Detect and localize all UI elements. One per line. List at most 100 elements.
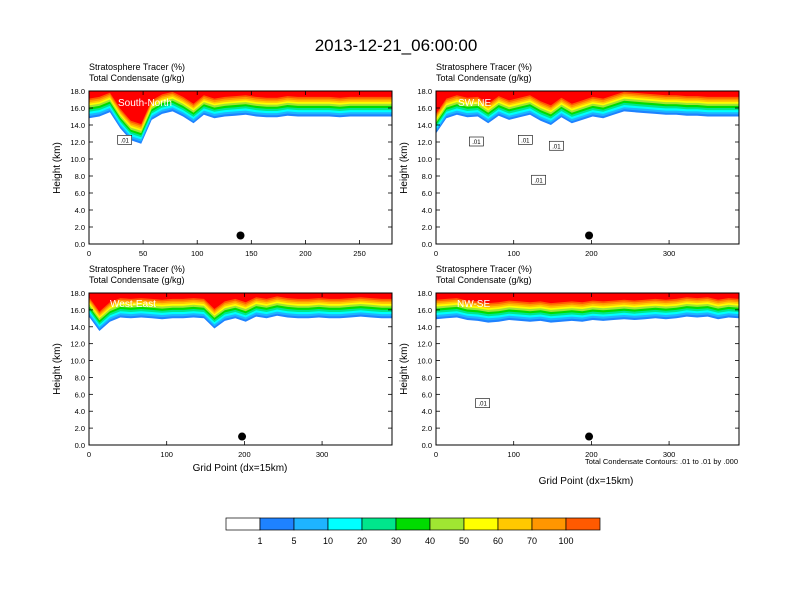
colorbar-box (361, 517, 397, 531)
y-tick-label: 0.0 (75, 240, 85, 249)
colorbar-label: 70 (527, 536, 537, 546)
contour-label-box (117, 135, 133, 145)
tracer-band-11 (436, 91, 739, 114)
contour-note: Total Condensate Contours: .01 to .01 by… (585, 457, 738, 466)
colorbar-label: 40 (425, 536, 435, 546)
y-tick-label: 8.0 (75, 373, 85, 382)
panel-label: NW-SE (457, 299, 490, 310)
y-tick-label: 16.0 (417, 104, 432, 113)
contour-label: .01 (478, 402, 487, 408)
colorbar-box (463, 517, 499, 531)
panel-title-line-2: Total Condensate (g/kg) (436, 275, 532, 285)
x-tick-label: 150 (245, 249, 258, 258)
y-tick-label: 0.0 (75, 441, 85, 450)
y-axis-label: Height (km) (52, 142, 63, 194)
y-tick-label: 18.0 (70, 289, 85, 298)
y-tick-label: 12.0 (417, 138, 432, 147)
colorbar-label: 1 (257, 536, 262, 546)
y-tick-label: 18.0 (70, 87, 85, 96)
colorbar-box (225, 517, 261, 531)
plot-frame (88, 90, 393, 245)
panel-sw-ne: Stratosphere Tracer (%) Total Condensate… (399, 62, 740, 258)
y-axis-label: Height (km) (399, 142, 410, 194)
panel-title-line-2: Total Condensate (g/kg) (89, 275, 185, 285)
x-tick-label: 100 (507, 450, 520, 459)
colorbar-label: 50 (459, 536, 469, 546)
plot-area: .01 .01 .01 .01 0.0 2.0 4.0 6.0 8.0 10.0 12.0 14.0 1… (417, 87, 740, 258)
contour-label-box (549, 140, 564, 151)
colorbar-label: 5 (291, 536, 296, 546)
y-tick-label: 10.0 (417, 155, 432, 164)
colorbar-box (259, 517, 295, 531)
x-tick-label: 0 (87, 450, 91, 459)
y-axis-label: Height (km) (52, 343, 63, 395)
colorbar-label: 60 (493, 536, 503, 546)
panel-title-line-1: Stratosphere Tracer (%) (436, 264, 532, 274)
y-tick-label: 16.0 (70, 306, 85, 315)
plot-frame (88, 292, 393, 446)
contour-label-box (475, 398, 490, 408)
x-axis-label: Grid Point (dx=15km) (193, 463, 288, 474)
contour-label: .01 (534, 178, 543, 184)
x-tick-label: 100 (191, 249, 204, 258)
y-tick-label: 6.0 (75, 390, 85, 399)
x-tick-label: 0 (434, 450, 438, 459)
x-tick-label: 50 (139, 249, 147, 258)
location-marker (236, 231, 245, 240)
panel-title-line-1: Stratosphere Tracer (%) (436, 62, 532, 72)
colorbar-box (395, 517, 431, 531)
y-tick-label: 4.0 (422, 206, 432, 215)
y-tick-label: 8.0 (422, 373, 432, 382)
panel-nw-se: Stratosphere Tracer (%) Total Condensate… (399, 264, 740, 487)
location-marker (585, 231, 594, 240)
contour-label: .01 (521, 138, 530, 144)
panel-title-line-1: Stratosphere Tracer (%) (89, 264, 185, 274)
location-marker (585, 432, 594, 441)
panel-label: SW-NE (458, 98, 491, 109)
contour-label: .01 (121, 138, 130, 144)
x-tick-label: 250 (353, 249, 366, 258)
y-axis-label: Height (km) (399, 343, 410, 395)
y-tick-label: 10.0 (70, 155, 85, 164)
y-tick-label: 2.0 (422, 424, 432, 433)
x-tick-label: 100 (507, 249, 520, 258)
y-tick-label: 18.0 (417, 87, 432, 96)
panel-title-line-2: Total Condensate (g/kg) (436, 73, 532, 83)
plot-frame (435, 292, 740, 446)
tracer-band-11 (436, 293, 739, 304)
contour-label-box (518, 135, 533, 145)
plot-area: .01 0.0 2.0 4.0 6.0 8.0 10.0 12.0 14.0 16.0 18.0 0 5… (70, 87, 393, 258)
figure-title: 2013-12-21_06:00:00 (315, 36, 478, 55)
y-tick-label: 14.0 (417, 121, 432, 130)
colorbar-label: 10 (323, 536, 333, 546)
y-tick-label: 18.0 (417, 289, 432, 298)
y-tick-label: 6.0 (422, 189, 432, 198)
y-tick-label: 2.0 (75, 424, 85, 433)
x-axis-label: Grid Point (dx=15km) (539, 476, 634, 487)
colorbar-box (497, 517, 533, 531)
y-tick-label: 6.0 (75, 189, 85, 198)
y-tick-label: 8.0 (75, 172, 85, 181)
y-tick-label: 0.0 (422, 240, 432, 249)
colorbar-label: 20 (357, 536, 367, 546)
y-tick-label: 14.0 (417, 323, 432, 332)
y-tick-label: 6.0 (422, 390, 432, 399)
y-tick-label: 4.0 (75, 407, 85, 416)
x-tick-label: 0 (434, 249, 438, 258)
x-tick-label: 300 (663, 450, 676, 459)
contour-label-box (531, 174, 546, 185)
panel-south-north: Stratosphere Tracer (%) Total Condensate… (52, 62, 393, 258)
colorbar-box (293, 517, 329, 531)
panel-title-line-2: Total Condensate (g/kg) (89, 73, 185, 83)
y-tick-label: 12.0 (417, 340, 432, 349)
panel-title-line-1: Stratosphere Tracer (%) (89, 62, 185, 72)
y-tick-label: 10.0 (70, 357, 85, 366)
y-tick-label: 4.0 (75, 206, 85, 215)
colorbar: 1 5 10 20 30 40 50 60 70 100 (225, 517, 601, 546)
colorbar-label: 100 (558, 536, 573, 546)
location-marker (238, 432, 247, 441)
y-tick-label: 8.0 (422, 172, 432, 181)
contour-label: .01 (552, 144, 561, 150)
tracer-band-11 (89, 293, 392, 312)
